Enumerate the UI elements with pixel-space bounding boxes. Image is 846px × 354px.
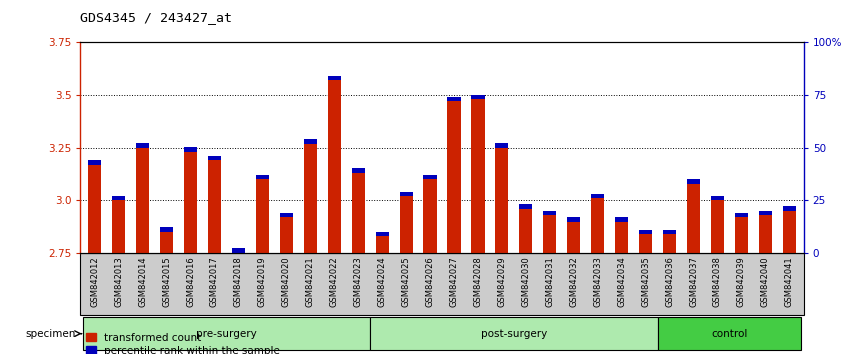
Bar <box>208 156 221 160</box>
Text: GSM842037: GSM842037 <box>689 256 698 307</box>
Bar <box>255 179 269 253</box>
Bar <box>471 99 485 253</box>
Bar <box>663 234 676 253</box>
Text: GSM842017: GSM842017 <box>210 256 219 307</box>
Text: GSM842013: GSM842013 <box>114 256 124 307</box>
Bar <box>160 232 173 253</box>
Bar <box>327 76 341 80</box>
Bar <box>255 175 269 179</box>
Bar <box>711 200 724 253</box>
Bar <box>519 209 532 253</box>
Bar <box>783 211 796 253</box>
Text: control: control <box>711 329 748 339</box>
Text: GSM842012: GSM842012 <box>91 256 99 307</box>
Text: GSM842038: GSM842038 <box>713 256 722 307</box>
Bar <box>208 160 221 253</box>
Bar <box>663 229 676 234</box>
FancyBboxPatch shape <box>657 317 801 350</box>
Bar <box>232 249 245 253</box>
Bar <box>352 173 365 253</box>
Text: GSM842032: GSM842032 <box>569 256 579 307</box>
Bar <box>136 143 149 148</box>
Text: GSM842016: GSM842016 <box>186 256 195 307</box>
Bar <box>399 196 413 253</box>
Bar <box>376 236 389 253</box>
Bar <box>639 234 652 253</box>
Bar <box>759 215 772 253</box>
Bar <box>591 194 604 198</box>
Text: GSM842035: GSM842035 <box>641 256 650 307</box>
Bar <box>280 213 293 217</box>
Bar <box>376 232 389 236</box>
Bar <box>160 227 173 232</box>
Text: GSM842026: GSM842026 <box>426 256 435 307</box>
Bar <box>448 97 460 102</box>
Bar <box>304 139 317 144</box>
Text: GSM842036: GSM842036 <box>665 256 674 307</box>
Bar <box>543 211 557 215</box>
Bar <box>543 215 557 253</box>
Text: GSM842022: GSM842022 <box>330 256 338 307</box>
Text: GSM842030: GSM842030 <box>521 256 530 307</box>
Bar <box>591 198 604 253</box>
Bar <box>519 204 532 209</box>
Bar <box>352 169 365 173</box>
Bar <box>687 179 700 184</box>
Bar <box>88 165 102 253</box>
Text: GSM842031: GSM842031 <box>546 256 554 307</box>
Bar <box>759 211 772 215</box>
Bar <box>783 206 796 211</box>
Text: GSM842040: GSM842040 <box>761 256 770 307</box>
Text: GSM842034: GSM842034 <box>618 256 626 307</box>
Bar <box>495 143 508 148</box>
Text: specimen: specimen <box>25 329 76 339</box>
Text: GSM842024: GSM842024 <box>377 256 387 307</box>
Bar <box>711 196 724 200</box>
Text: GSM842033: GSM842033 <box>593 256 602 307</box>
Bar <box>304 144 317 253</box>
Bar <box>327 80 341 253</box>
Bar <box>567 217 580 222</box>
FancyBboxPatch shape <box>83 317 371 350</box>
Bar <box>184 147 197 152</box>
Text: GSM842027: GSM842027 <box>449 256 459 307</box>
Bar <box>567 222 580 253</box>
Text: GSM842025: GSM842025 <box>402 256 410 307</box>
Bar <box>88 160 102 165</box>
Text: GDS4345 / 243427_at: GDS4345 / 243427_at <box>80 11 233 24</box>
Bar <box>687 184 700 253</box>
Bar <box>448 102 460 253</box>
Text: GSM842021: GSM842021 <box>305 256 315 307</box>
Bar <box>615 217 629 222</box>
Bar <box>424 179 437 253</box>
Bar <box>399 192 413 196</box>
Text: GSM842014: GSM842014 <box>138 256 147 307</box>
Text: GSM842028: GSM842028 <box>474 256 482 307</box>
Bar <box>735 217 748 253</box>
Bar <box>471 95 485 99</box>
Text: GSM842029: GSM842029 <box>497 256 507 307</box>
FancyBboxPatch shape <box>371 317 657 350</box>
Text: GSM842018: GSM842018 <box>234 256 243 307</box>
Text: GSM842023: GSM842023 <box>354 256 363 307</box>
Legend: transformed count, percentile rank within the sample: transformed count, percentile rank withi… <box>85 333 280 354</box>
Bar <box>113 200 125 253</box>
Text: GSM842019: GSM842019 <box>258 256 266 307</box>
Bar <box>495 148 508 253</box>
Text: GSM842039: GSM842039 <box>737 256 746 307</box>
Text: GSM842015: GSM842015 <box>162 256 171 307</box>
Bar <box>615 222 629 253</box>
Bar <box>136 148 149 253</box>
Bar <box>424 175 437 179</box>
Bar <box>184 152 197 253</box>
Text: GSM842041: GSM842041 <box>785 256 794 307</box>
Bar <box>280 217 293 253</box>
Bar <box>735 213 748 217</box>
Bar <box>113 196 125 200</box>
Text: post-surgery: post-surgery <box>481 329 547 339</box>
Text: GSM842020: GSM842020 <box>282 256 291 307</box>
Text: pre-surgery: pre-surgery <box>196 329 257 339</box>
Bar <box>639 229 652 234</box>
